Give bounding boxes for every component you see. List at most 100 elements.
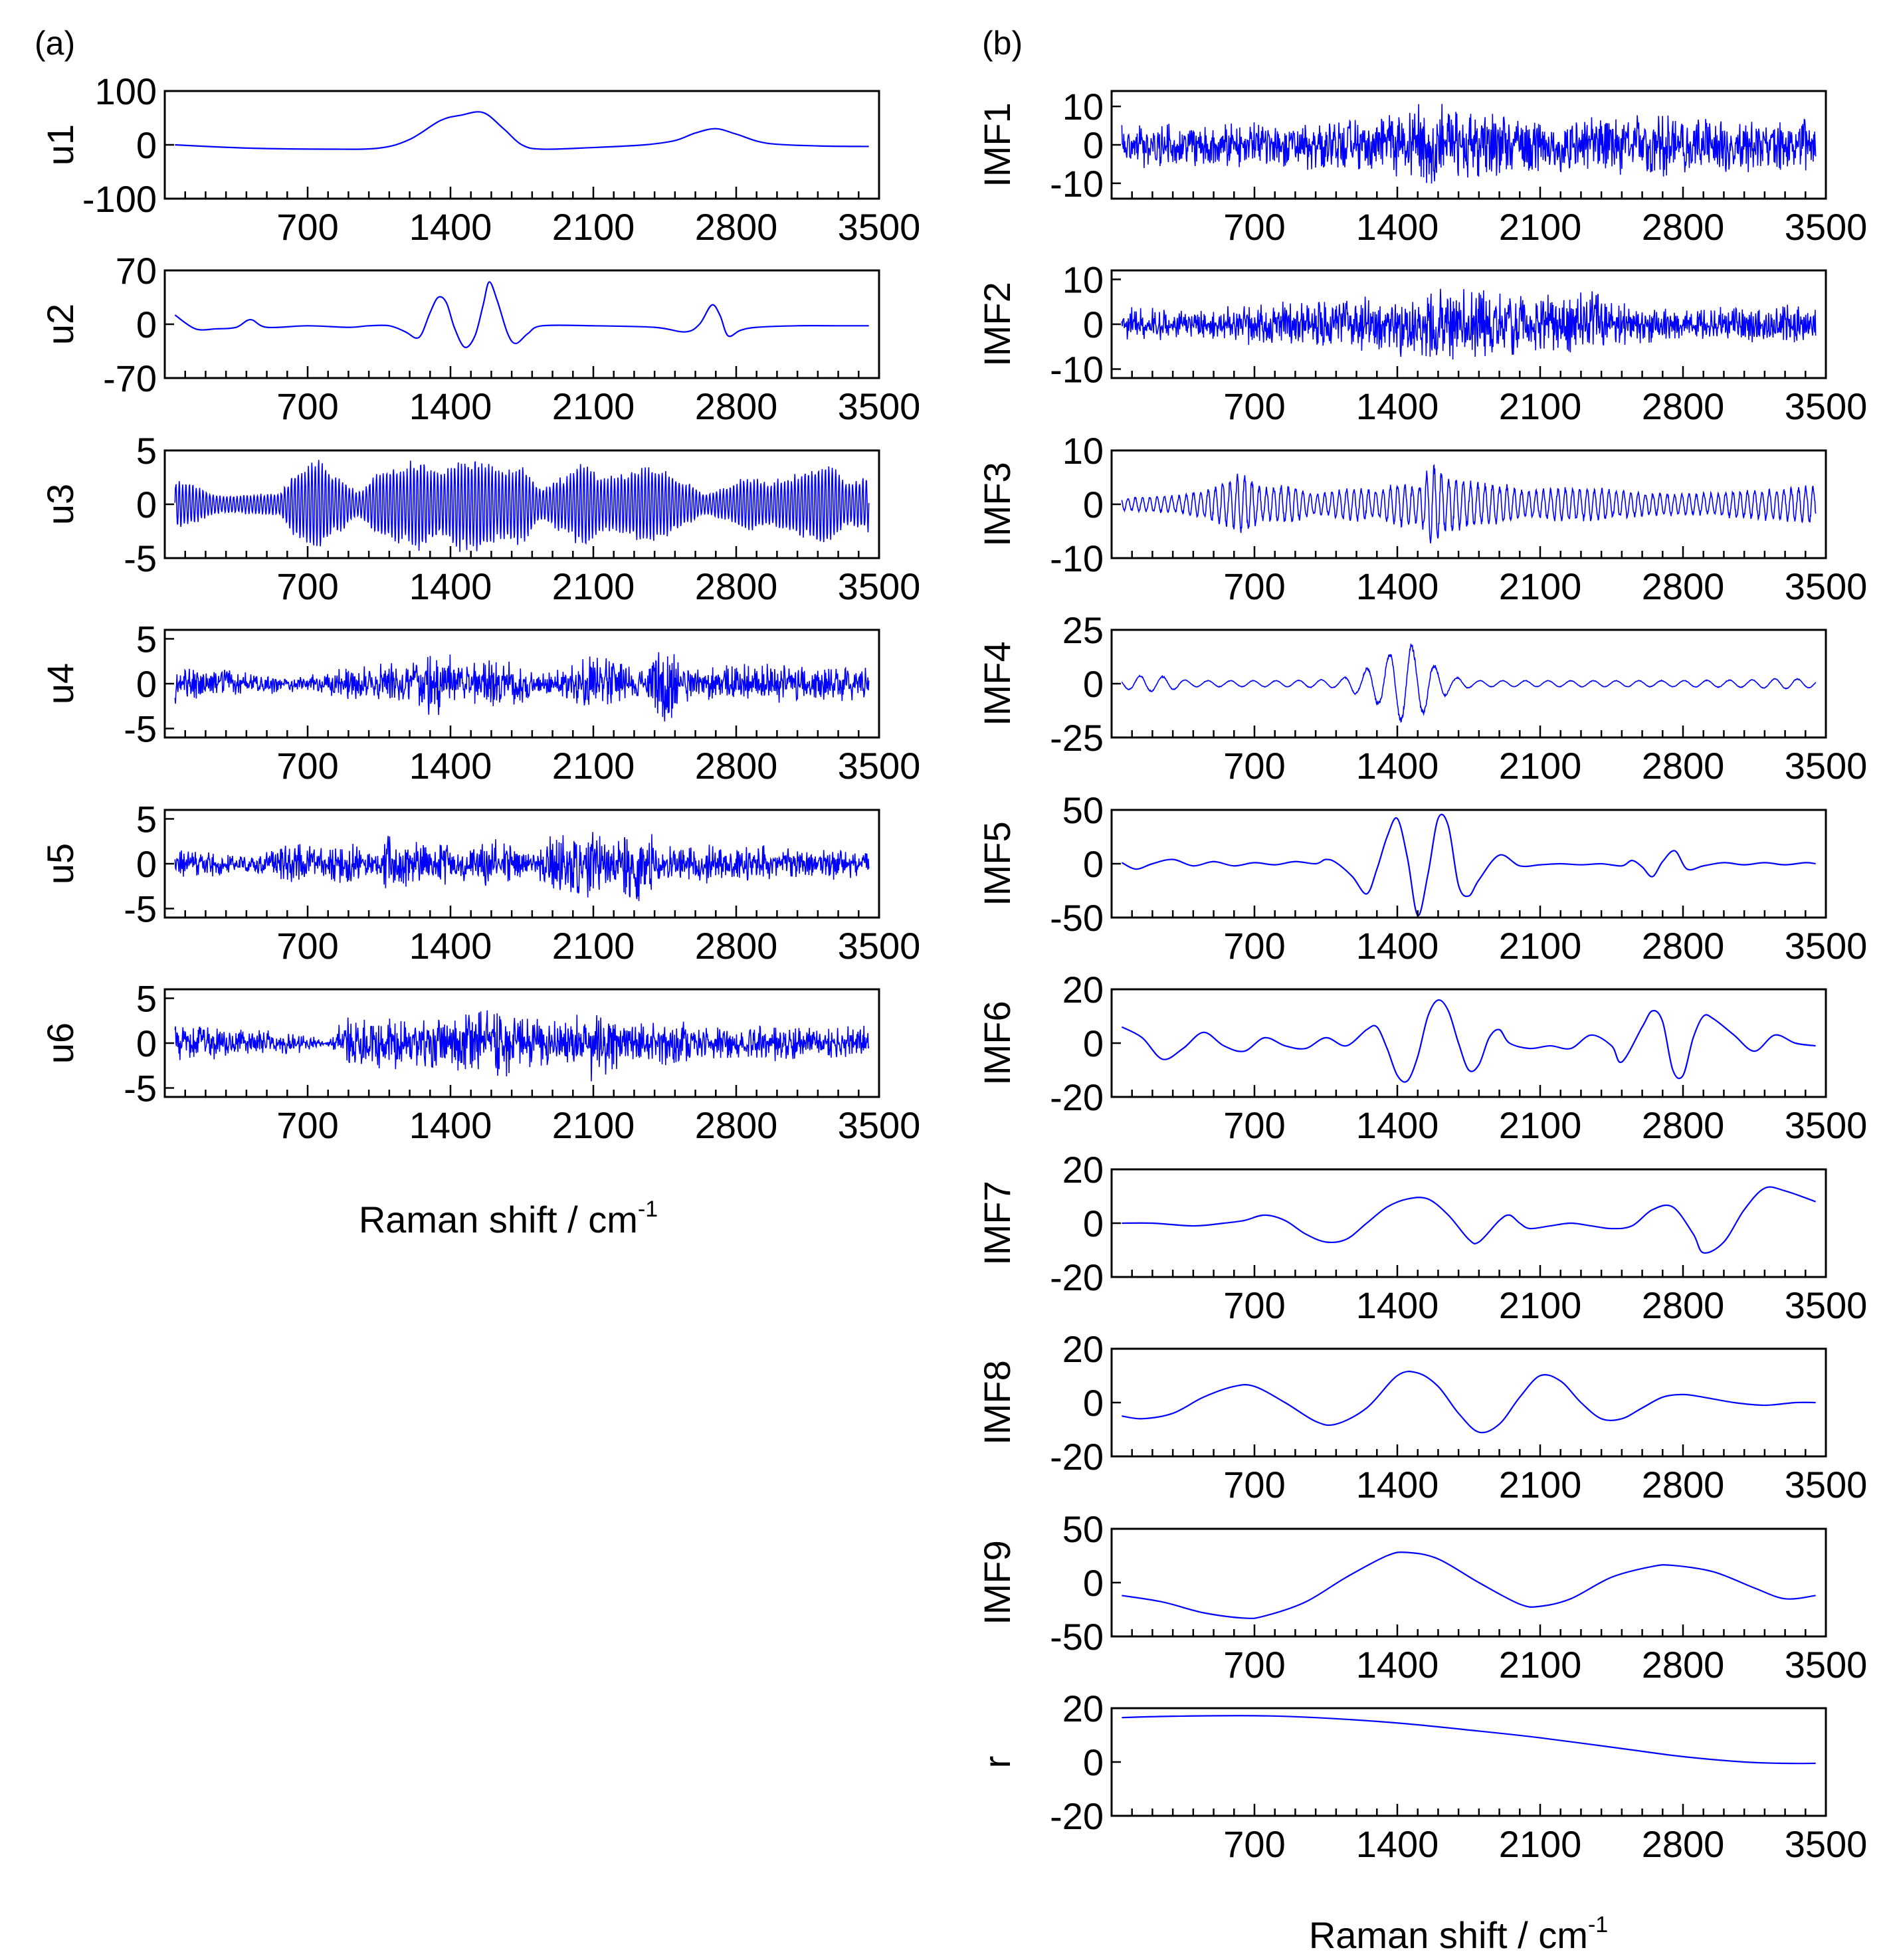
plot-frame-IMF9 [1110, 1527, 1827, 1638]
y-tick-label: 0 [136, 304, 157, 345]
y-tick-label: -25 [1050, 717, 1104, 759]
y-tick-label: -5 [124, 708, 157, 750]
y-axis-label-IMF7: IMF7 [976, 1181, 1018, 1266]
x-tick-label: 2800 [695, 385, 778, 427]
x-tick-label: 2100 [552, 1104, 635, 1146]
x-tick-label: 2800 [1642, 1644, 1725, 1686]
y-tick-label: 0 [1083, 124, 1104, 166]
x-tick-label: 700 [1223, 385, 1285, 427]
x-tick-label: 1400 [1356, 1644, 1439, 1686]
x-tick-label: 2800 [1642, 1284, 1725, 1326]
x-tick-label: 700 [276, 745, 338, 787]
series-line-u3 [174, 460, 870, 552]
y-tick-label: -5 [124, 1068, 157, 1110]
x-axis-label-a-sup: -1 [638, 1197, 658, 1222]
series-line-u5 [174, 832, 870, 902]
y-tick-label: -20 [1050, 1795, 1104, 1837]
subplot-IMF4: 700 1400 2100 2800 3500 -25 0 25 IMF4 [976, 609, 1867, 787]
y-tick-label: -20 [1050, 1076, 1104, 1118]
x-tick-label: 2800 [695, 565, 778, 607]
y-axis-label-u4: u4 [39, 663, 81, 704]
y-tick-label: 0 [1083, 1562, 1104, 1604]
x-tick-label: 3500 [838, 385, 921, 427]
subplot-IMF5: 700 1400 2100 2800 3500 -50 0 50 IMF5 [976, 789, 1867, 967]
x-tick-label: 1400 [409, 206, 492, 248]
y-tick-label: 0 [1083, 1741, 1104, 1783]
y-axis-label-u1: u1 [39, 124, 81, 165]
x-axis-label-a-text: Raman shift / cm [359, 1199, 638, 1240]
x-tick-label: 2800 [695, 745, 778, 787]
x-tick-label: 700 [276, 206, 338, 248]
subplot-IMF6: 700 1400 2100 2800 3500 -20 0 20 IMF6 [976, 969, 1867, 1146]
x-tick-label: 700 [1223, 1823, 1285, 1865]
y-axis-label-IMF6: IMF6 [976, 1001, 1018, 1086]
x-tick-label: 3500 [838, 565, 921, 607]
series-line-IMF2 [1121, 288, 1817, 360]
y-tick-label: 0 [1083, 1203, 1104, 1244]
series-line-u4 [174, 652, 870, 722]
y-tick-label: 100 [95, 70, 157, 112]
y-tick-label: 5 [136, 799, 157, 840]
subplot-IMF3: 700 1400 2100 2800 3500 -10 0 10 IMF3 [976, 430, 1867, 607]
x-tick-label: 1400 [409, 565, 492, 607]
y-axis-label-IMF3: IMF3 [976, 462, 1018, 547]
y-tick-label: 0 [136, 484, 157, 526]
y-tick-label: 20 [1062, 1328, 1104, 1370]
subplot-u6: 700 1400 2100 2800 3500 -505 u6 [39, 978, 920, 1147]
x-tick-label: 700 [276, 385, 338, 427]
y-axis-label-u5: u5 [39, 843, 81, 884]
x-tick-label: 2100 [1499, 206, 1582, 248]
x-tick-label: 3500 [1785, 1464, 1868, 1506]
x-tick-label: 3500 [838, 745, 921, 787]
y-tick-label: -70 [103, 357, 157, 399]
x-tick-label: 2100 [1499, 745, 1582, 787]
subplot-u4: 700 1400 2100 2800 3500 -505 u4 [39, 619, 920, 787]
series-line-u2 [174, 281, 869, 349]
x-tick-label: 1400 [409, 925, 492, 967]
x-tick-label: 3500 [1785, 565, 1868, 607]
series-line-IMF9 [1122, 1551, 1816, 1619]
x-tick-label: 2800 [1642, 385, 1725, 427]
x-axis-label-b: Raman shift / cm-1 [1309, 1912, 1608, 1956]
y-tick-label: 0 [1083, 304, 1104, 345]
plot-frame-u2 [163, 269, 880, 379]
y-tick-label: -10 [1050, 163, 1104, 205]
panel-a-label: (a) [35, 25, 75, 62]
x-tick-label: 2800 [1642, 206, 1725, 248]
x-tick-label: 2800 [695, 925, 778, 967]
x-tick-label: 2100 [552, 385, 635, 427]
x-tick-label: 1400 [409, 385, 492, 427]
subplot-IMF8: 700 1400 2100 2800 3500 -20 0 20 IMF8 [976, 1328, 1867, 1506]
x-tick-label: 3500 [1785, 1823, 1868, 1865]
x-tick-label: 700 [276, 925, 338, 967]
x-tick-label: 3500 [1785, 1644, 1868, 1686]
x-tick-label: 700 [1223, 1104, 1285, 1146]
x-tick-label: 700 [276, 565, 338, 607]
y-tick-label: -20 [1050, 1256, 1104, 1298]
y-axis-label-IMF9: IMF9 [976, 1540, 1018, 1625]
x-tick-label: 2800 [1642, 745, 1725, 787]
series-line-IMF4 [1121, 642, 1817, 723]
x-tick-label: 2100 [1499, 1104, 1582, 1146]
y-tick-label: 0 [1083, 843, 1104, 885]
y-axis-label-IMF1: IMF1 [976, 102, 1018, 187]
x-tick-label: 700 [1223, 1284, 1285, 1326]
series-line-IMF6 [1121, 999, 1816, 1083]
series-line-u6 [174, 1010, 870, 1082]
plot-frame-IMF4 [1110, 629, 1827, 739]
x-tick-label: 2800 [1642, 565, 1725, 607]
subplot-r: 700 1400 2100 2800 3500 -20 0 20 r [976, 1688, 1867, 1865]
x-tick-label: 700 [1223, 1464, 1285, 1506]
x-tick-label: 2800 [1642, 1104, 1725, 1146]
y-tick-label: -10 [1050, 538, 1104, 579]
y-axis-label-u6: u6 [39, 1023, 81, 1064]
y-axis-label-IMF2: IMF2 [976, 282, 1018, 367]
subplot-IMF9: 700 1400 2100 2800 3500 -50 0 50 IMF9 [976, 1508, 1867, 1686]
y-tick-label: 0 [1083, 663, 1104, 705]
x-tick-label: 2800 [1642, 1823, 1725, 1865]
y-tick-label: 0 [1083, 1023, 1104, 1064]
series-line-IMF3 [1121, 464, 1817, 543]
